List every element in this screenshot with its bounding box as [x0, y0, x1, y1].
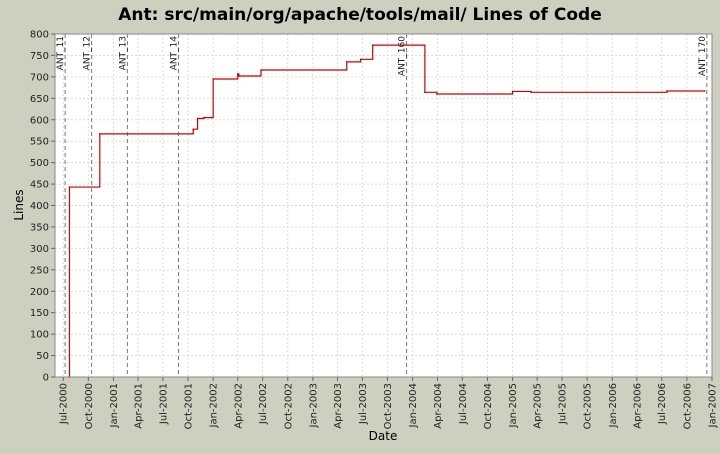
x-tick-label: Jan-2006	[608, 383, 619, 428]
x-tick-label: Jul-2005	[558, 383, 569, 425]
data-point	[238, 75, 240, 77]
data-point	[424, 91, 426, 94]
data-point	[212, 78, 214, 80]
release-marker-label: ANT_12	[83, 36, 93, 70]
x-tick-label: Jul-2000	[59, 383, 70, 425]
release-marker-label: ANT_13	[118, 36, 128, 70]
release-marker-label: ANT_14	[169, 36, 179, 71]
x-tick-label: Apr-2004	[433, 383, 444, 429]
data-point	[68, 186, 71, 188]
x-tick-label: Jan-2004	[408, 383, 419, 428]
y-tick-label: 50	[36, 351, 49, 362]
x-tick-label: Jan-2003	[308, 383, 319, 428]
data-point	[703, 90, 706, 92]
x-tick-label: Jul-2006	[657, 383, 668, 425]
data-point	[371, 44, 374, 46]
y-tick-label: 600	[30, 115, 49, 126]
x-tick-label: Jul-2003	[358, 383, 369, 425]
y-tick-label: 300	[30, 244, 49, 255]
y-tick-label: 400	[30, 201, 49, 212]
data-point	[359, 58, 362, 61]
x-tick-label: Apr-2003	[333, 383, 344, 429]
data-point	[260, 69, 262, 71]
x-tick-label: Oct-2006	[682, 383, 693, 429]
release-marker-label: ANT_11	[56, 36, 66, 70]
x-tick-label: Apr-2002	[233, 383, 244, 429]
chart-title: Ant: src/main/org/apache/tools/mail/ Lin…	[118, 5, 601, 25]
data-point	[192, 128, 195, 130]
y-tick-label: 650	[30, 94, 49, 105]
y-tick-label: 200	[30, 287, 49, 298]
data-point	[511, 90, 514, 93]
x-tick-label: Jan-2001	[109, 383, 120, 428]
data-point	[345, 61, 348, 63]
x-tick-label: Jan-2007	[708, 383, 719, 428]
x-tick-label: Oct-2004	[483, 383, 494, 429]
release-markers: ANT_11 ANT_12 ANT_13 ANT_14 ANT_160 ANT_170	[56, 34, 708, 377]
data-point	[196, 117, 199, 120]
x-tick-label: Jul-2004	[458, 383, 469, 425]
release-marker-label: ANT_160	[398, 36, 408, 76]
y-tick-label: 800	[30, 30, 49, 41]
y-tick-label: 450	[30, 180, 49, 191]
release-marker-label: ANT_170	[698, 36, 708, 76]
data-point	[666, 90, 668, 92]
x-tick-label: Apr-2006	[632, 383, 643, 429]
y-tick-label: 350	[30, 222, 49, 233]
x-tick-label: Jan-2002	[209, 383, 220, 428]
data-point	[99, 133, 101, 135]
x-tick-label: Oct-2001	[184, 383, 195, 429]
data-point	[203, 116, 205, 119]
x-tick-label: Apr-2005	[533, 383, 544, 429]
x-tick-label: Apr-2001	[134, 383, 145, 429]
y-axis-label: Lines	[12, 189, 26, 220]
x-tick-label: Oct-2000	[84, 383, 95, 429]
x-tick-label: Jan-2005	[508, 383, 519, 428]
x-tick-label: Oct-2005	[583, 383, 594, 429]
data-point	[530, 91, 532, 94]
data-point	[436, 93, 438, 95]
y-tick-label: 150	[30, 308, 49, 319]
y-tick-label: 0	[43, 373, 49, 384]
y-tick-label: 750	[30, 51, 49, 62]
x-axis-ticks: Jul-2000 Oct-2000 Jan-2001 Apr-2001 Jul-2001…	[59, 377, 719, 429]
x-tick-label: Oct-2003	[383, 383, 394, 429]
x-tick-label: Jul-2002	[258, 383, 269, 425]
x-tick-label: Jul-2001	[158, 383, 169, 425]
x-axis-label: Date	[369, 429, 398, 443]
y-axis-ticks: 0 50 100 150 200 250 300 350 400 450 500 550 600 650 7…	[30, 30, 55, 384]
y-tick-label: 700	[30, 72, 49, 83]
y-tick-label: 250	[30, 265, 49, 276]
y-tick-label: 500	[30, 158, 49, 169]
data-point	[236, 73, 239, 75]
y-tick-label: 100	[30, 330, 49, 341]
y-tick-label: 550	[30, 137, 49, 148]
x-tick-label: Oct-2002	[283, 383, 294, 429]
